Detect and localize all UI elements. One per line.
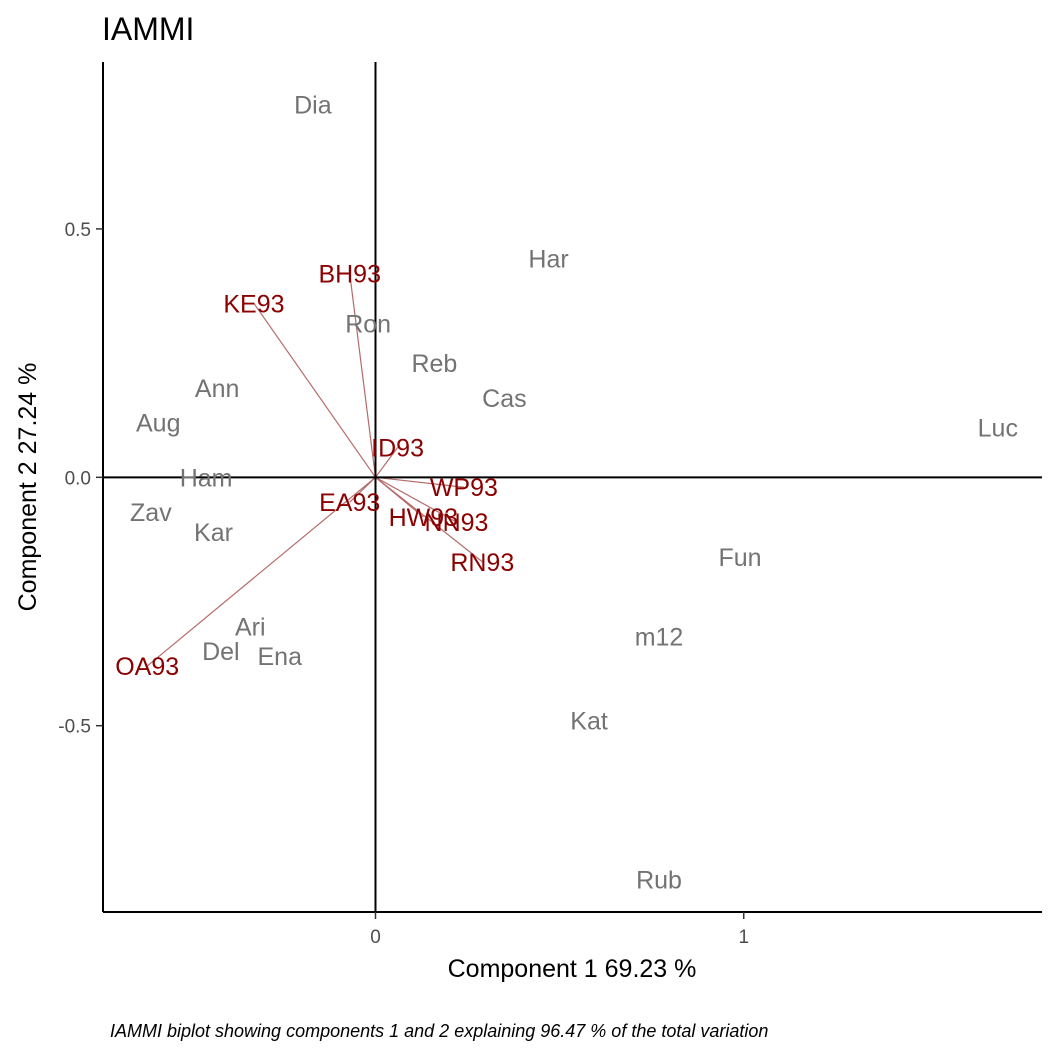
genotype-label: Ena	[258, 643, 303, 671]
genotype-label: Aug	[136, 410, 180, 438]
environment-vector	[349, 273, 377, 478]
genotype-label: Luc	[978, 415, 1018, 443]
chart-caption: IAMMI biplot showing components 1 and 2 …	[110, 1021, 768, 1041]
genotype-label: Kar	[194, 519, 233, 547]
x-tick-label: 1	[738, 927, 749, 948]
axes	[102, 62, 1042, 913]
genotype-label: Ari	[235, 613, 266, 641]
environment-vector	[375, 447, 399, 478]
environment-vectors	[146, 273, 483, 667]
environment-vector	[146, 476, 376, 667]
environment-vector	[253, 303, 376, 478]
genotype-label: Rub	[636, 867, 682, 895]
y-tick-label: 0.0	[65, 468, 91, 489]
environment-label: BH93	[318, 261, 381, 289]
x-tick-label: 0	[370, 927, 381, 948]
environment-label: RN93	[450, 549, 514, 577]
x-axis-title: Component 1 69.23 %	[448, 955, 697, 983]
genotype-label: Ham	[180, 464, 233, 492]
y-tick-label: -0.5	[58, 717, 91, 738]
genotype-label: Ron	[345, 310, 391, 338]
genotype-label: Har	[528, 246, 568, 274]
y-axis-title: Component 2 27.24 %	[14, 363, 42, 612]
axis-ticks: 0 1 0.5 0.0 -0.5	[58, 220, 749, 948]
environment-label: EA93	[319, 489, 380, 517]
genotype-label: Reb	[411, 350, 457, 378]
environment-label: ID93	[371, 435, 424, 463]
genotype-label: Zav	[130, 499, 172, 527]
genotype-label: Dia	[294, 92, 332, 120]
chart-title: IAMMI	[102, 11, 194, 47]
environment-vector	[375, 476, 464, 488]
genotype-label: Ann	[195, 375, 239, 403]
environment-vector	[375, 476, 483, 563]
genotype-label: m12	[635, 623, 684, 651]
genotype-label: Del	[202, 638, 240, 666]
environment-vector	[375, 476, 457, 523]
genotype-label: Fun	[719, 544, 762, 572]
environment-label: NN93	[425, 509, 489, 537]
genotype-label: Kat	[570, 708, 608, 736]
point-labels: Dia Har Ron Reb Ann Cas Aug Luc Ham Zav Kar Fun Ari m…	[115, 92, 1018, 895]
environment-label: HW93	[389, 504, 458, 532]
environment-label: OA93	[115, 653, 179, 681]
environment-label: WP93	[430, 474, 498, 502]
environment-label: KE93	[223, 290, 284, 318]
y-tick-label: 0.5	[65, 220, 91, 241]
genotype-label: Cas	[482, 385, 526, 413]
